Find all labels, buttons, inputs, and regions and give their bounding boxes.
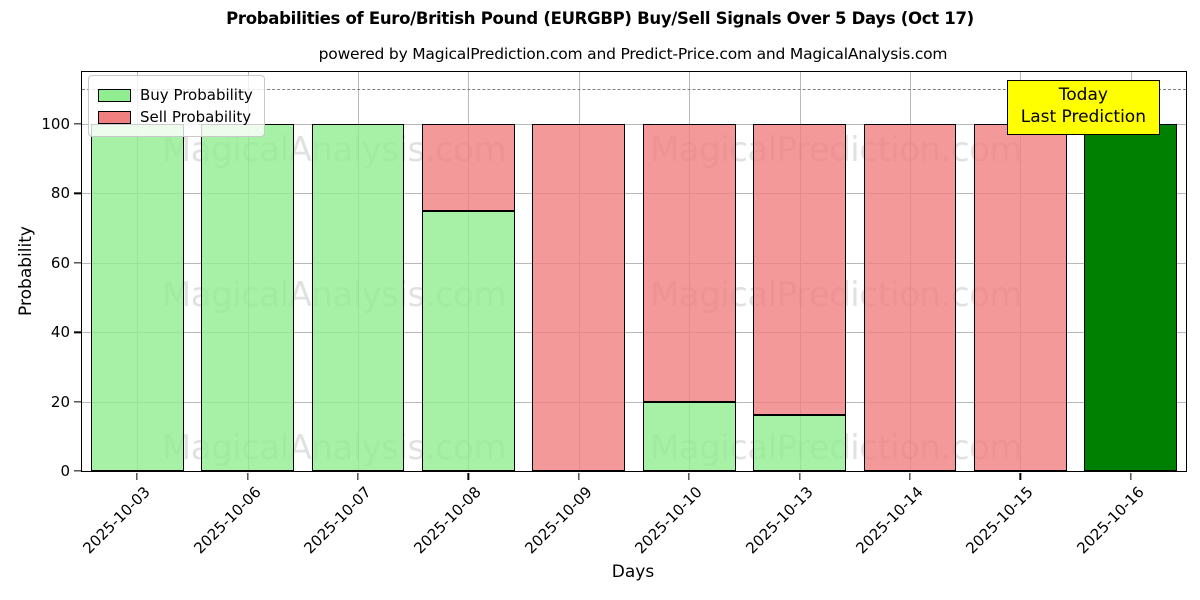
x-tick-mark bbox=[578, 473, 580, 480]
y-tick-mark bbox=[74, 192, 81, 195]
x-tick-mark bbox=[798, 473, 801, 480]
y-tick-mark bbox=[74, 400, 81, 403]
buy-bar-segment bbox=[90, 124, 184, 471]
today-annotation-line1: Today bbox=[1058, 85, 1108, 105]
x-tick-label: 2025-10-15 bbox=[962, 483, 1038, 558]
x-tick-label: 2025-10-14 bbox=[852, 483, 927, 558]
legend-entry-label: Sell Probability bbox=[140, 108, 252, 126]
y-tick-mark bbox=[74, 123, 81, 125]
y-tick-label: 80 bbox=[50, 184, 70, 203]
h-gridline bbox=[82, 332, 1186, 334]
x-tick-label: 2025-10-08 bbox=[410, 483, 486, 558]
buy-bar-segment bbox=[753, 415, 846, 471]
x-tick-label: 2025-10-03 bbox=[79, 483, 154, 558]
x-tick-label: 2025-10-10 bbox=[631, 483, 706, 558]
legend: Buy Probability Sell Probability bbox=[88, 75, 265, 137]
today-bar bbox=[1084, 124, 1178, 471]
buy-bar-segment bbox=[642, 401, 736, 471]
x-tick-mark bbox=[909, 473, 911, 480]
sell-bar-segment bbox=[974, 124, 1067, 471]
x-tick-label: 2025-10-06 bbox=[189, 483, 265, 558]
h-gridline bbox=[82, 124, 1186, 126]
today-annotation-line2: Last Prediction bbox=[1020, 107, 1146, 128]
x-tick-mark bbox=[1130, 473, 1132, 480]
x-tick-mark bbox=[136, 473, 138, 480]
x-tick-label: 2025-10-09 bbox=[521, 483, 596, 558]
x-tick-label: 2025-10-16 bbox=[1073, 483, 1148, 558]
sell-bar-segment bbox=[642, 124, 736, 402]
h-gridline bbox=[82, 401, 1186, 403]
dashed-guide-line bbox=[82, 89, 1186, 91]
h-gridline bbox=[82, 193, 1186, 195]
y-tick-mark bbox=[74, 262, 81, 264]
plot-area: Buy Probability Sell Probability Today La… bbox=[41, 71, 1187, 557]
x-tick-mark bbox=[467, 473, 470, 480]
y-tick-mark bbox=[74, 331, 81, 333]
sell-swatch bbox=[98, 110, 131, 124]
y-tick-label: 40 bbox=[50, 323, 70, 342]
buy-bar-segment bbox=[422, 210, 515, 471]
legend-entry: Sell Probability bbox=[98, 108, 253, 126]
legend-entry: Buy Probability bbox=[98, 86, 253, 104]
h-gridline bbox=[82, 262, 1186, 264]
today-annotation: Today Last Prediction bbox=[1006, 80, 1160, 135]
x-axis-label: Days bbox=[611, 562, 655, 582]
sell-bar-segment bbox=[863, 124, 957, 471]
sell-bar-segment bbox=[422, 124, 515, 211]
buy-swatch bbox=[98, 88, 131, 102]
sell-bar-segment bbox=[532, 124, 626, 471]
x-tick-label: 2025-10-13 bbox=[741, 483, 817, 558]
buy-bar-segment bbox=[311, 124, 405, 471]
sell-bar-segment bbox=[753, 124, 846, 416]
y-tick-label: 20 bbox=[50, 392, 70, 411]
y-tick-label: 100 bbox=[41, 115, 70, 134]
x-tick-mark bbox=[1019, 473, 1022, 480]
y-tick-label: 0 bbox=[60, 462, 70, 480]
x-tick-mark bbox=[246, 473, 249, 480]
legend-entry-label: Buy Probability bbox=[140, 86, 253, 104]
y-tick-mark bbox=[74, 470, 81, 472]
chart-subtitle: powered by MagicalPrediction.com and Pre… bbox=[318, 45, 948, 63]
y-axis-label: Probability bbox=[16, 226, 36, 316]
chart-title: Probabilities of Euro/British Pound (EUR… bbox=[226, 9, 974, 28]
y-tick-label: 60 bbox=[50, 253, 70, 272]
x-tick-label: 2025-10-07 bbox=[300, 483, 375, 558]
x-tick-mark bbox=[688, 473, 690, 480]
x-tick-mark bbox=[357, 473, 359, 480]
buy-bar-segment bbox=[201, 124, 294, 471]
